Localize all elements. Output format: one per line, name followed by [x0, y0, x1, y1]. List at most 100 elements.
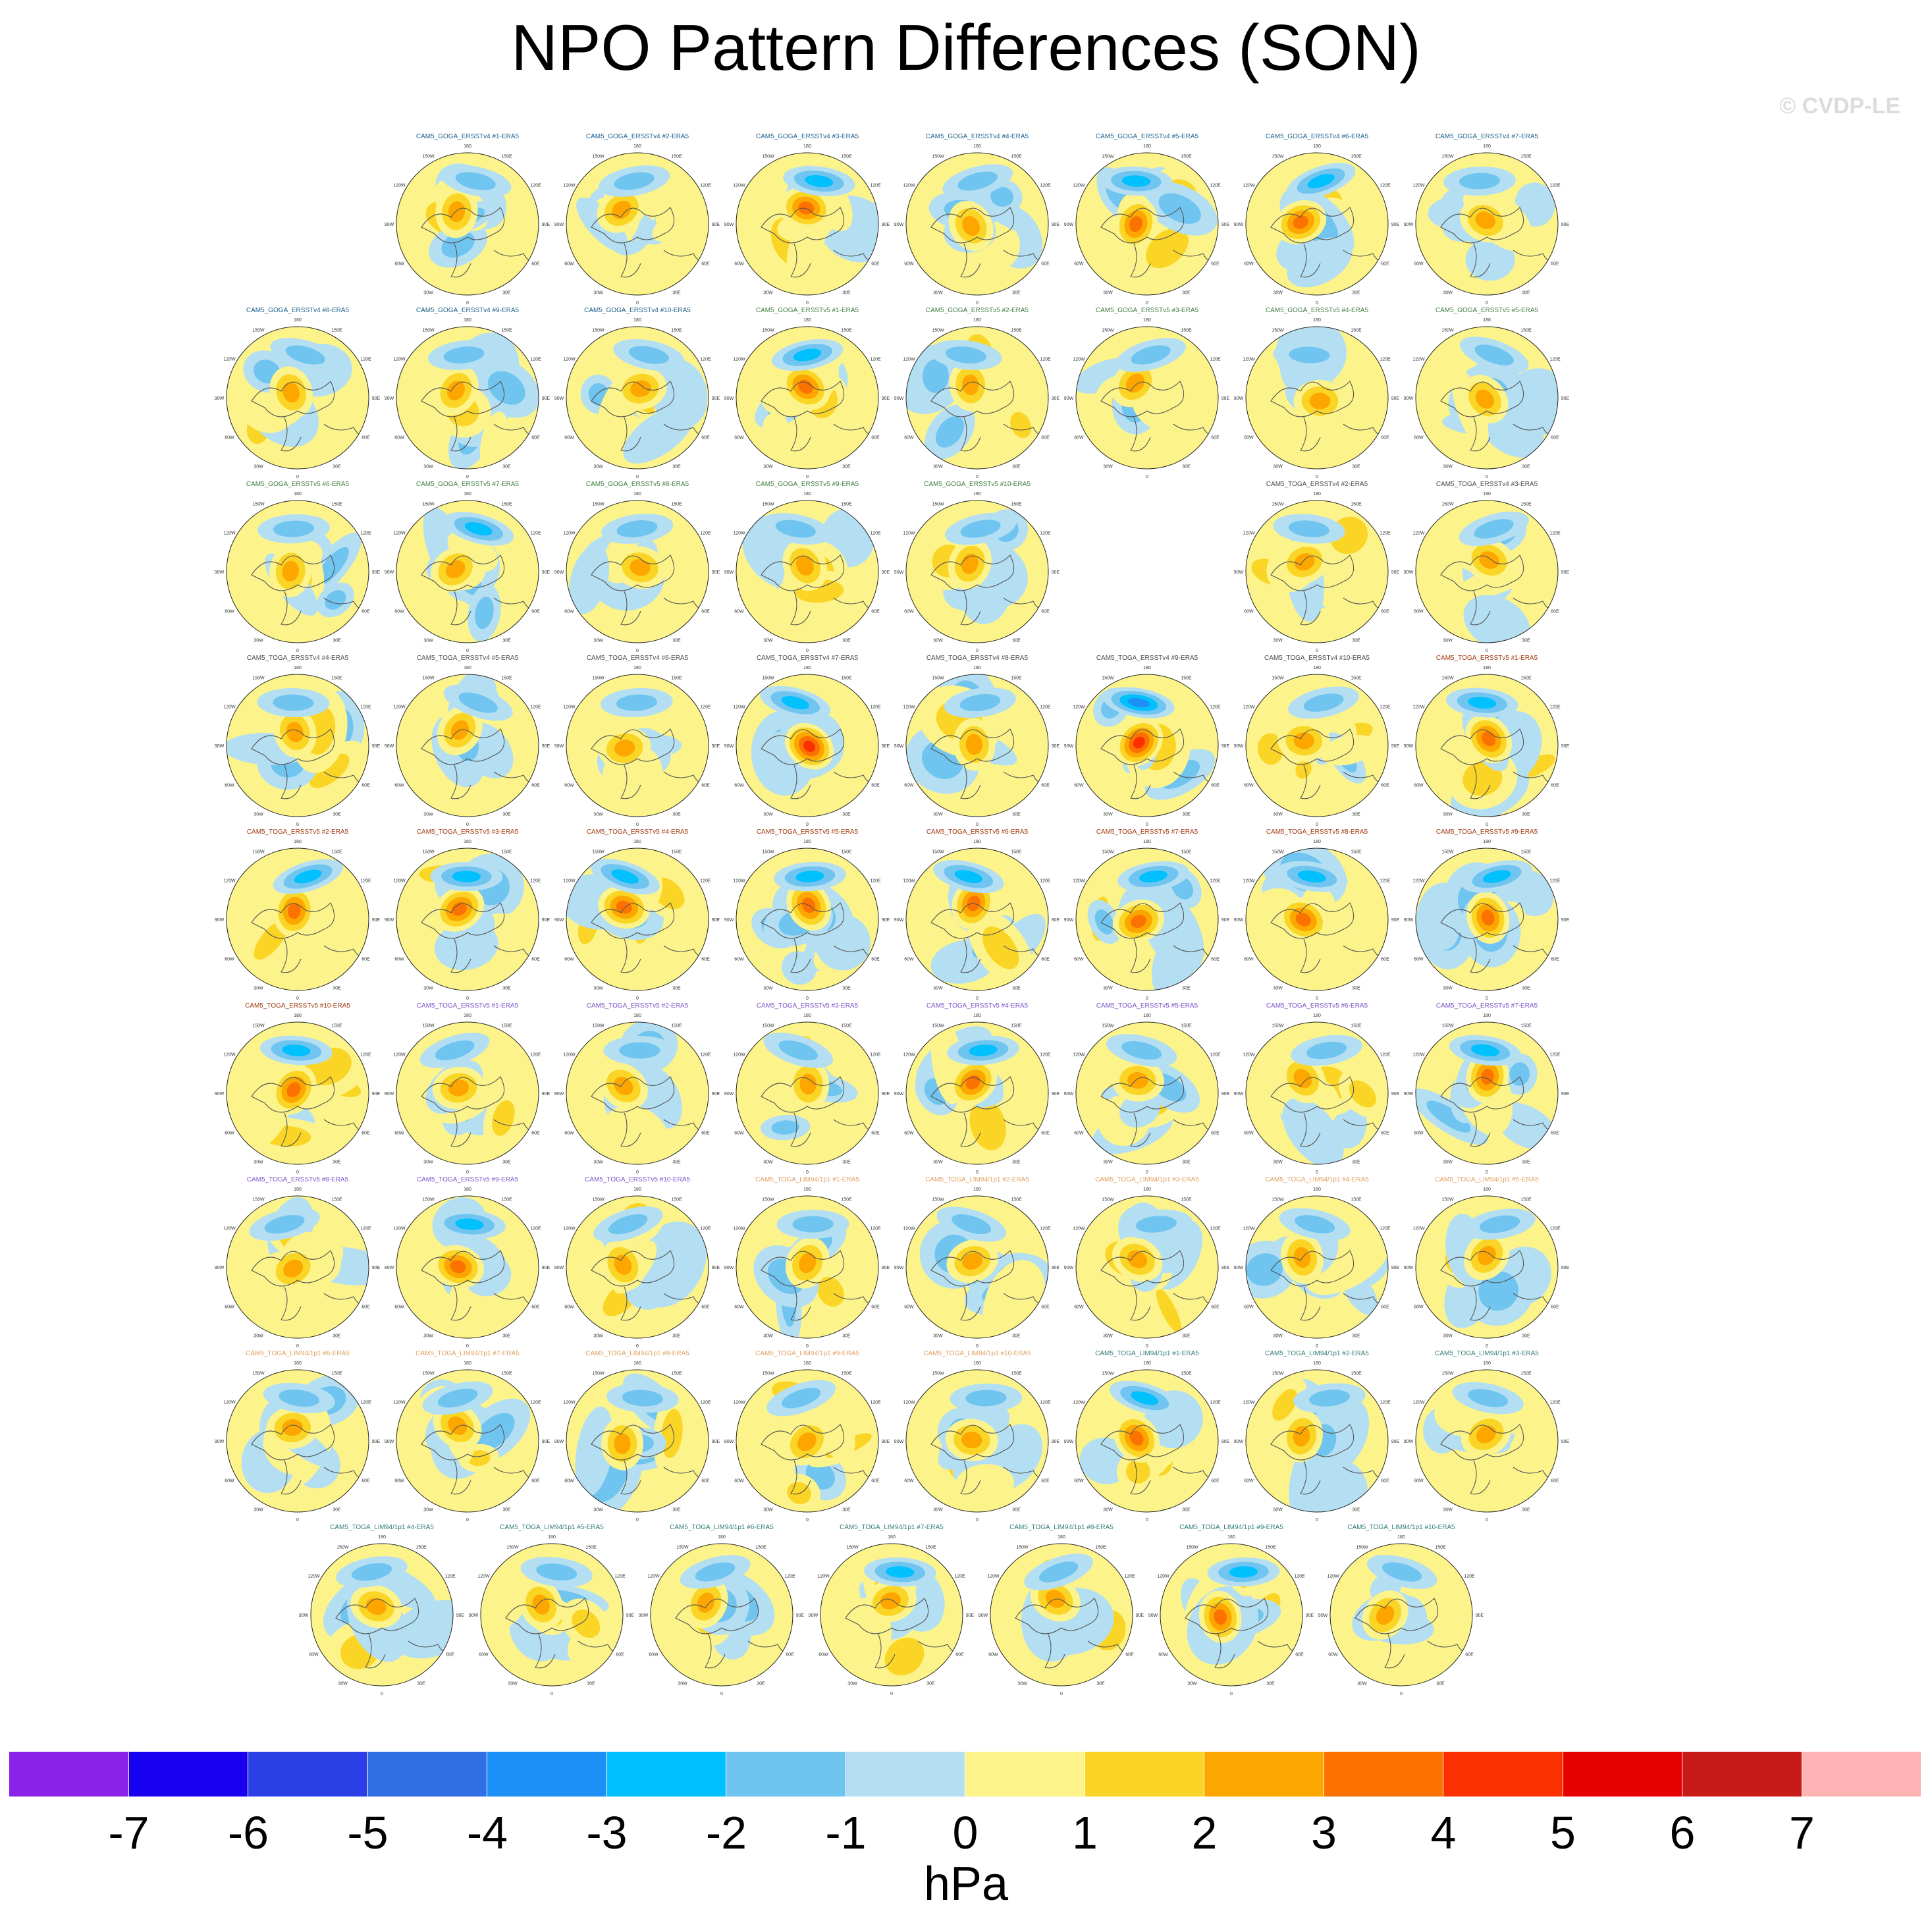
map-panel: CAM5_TOGA_LIM94/1p1 #2-ERA5 180 150W 150E 12…	[892, 1176, 1063, 1349]
positive-anomaly-contour	[884, 1637, 925, 1676]
colorbar-tick-label: -2	[705, 1807, 747, 1858]
colorbar-tick-label: 2	[1191, 1807, 1218, 1858]
panel-label: CAM5_GOGA_ERSSTv4 #4-ERA5	[925, 133, 1029, 140]
polar-map: 180 150W 150E 120W 120E 90W 90E 60W 60E 30W 30E 0	[724, 318, 890, 479]
longitude-label: 150W	[762, 154, 774, 159]
longitude-label: 90W	[1234, 396, 1244, 401]
longitude-label: 180	[1313, 318, 1321, 323]
longitude-label: 120E	[1549, 184, 1561, 188]
negative-anomaly-contour	[1121, 175, 1151, 187]
longitude-label: 30W	[1103, 291, 1113, 296]
longitude-label: 120E	[1380, 705, 1391, 710]
longitude-label: 30E	[333, 1334, 341, 1339]
longitude-label: 180	[803, 1361, 811, 1366]
longitude-label: 60W	[564, 784, 574, 788]
longitude-label: 30E	[333, 1160, 341, 1165]
longitude-label: 120E	[530, 1227, 541, 1231]
longitude-label: 180	[1143, 318, 1151, 323]
longitude-label: 0	[1486, 649, 1488, 653]
panel-label: CAM5_TOGA_LIM94/1p1 #3-ERA5	[1095, 1176, 1199, 1183]
positive-anomaly-contour	[614, 1433, 631, 1454]
negative-anomaly-contour	[455, 1218, 484, 1230]
polar-map: 180 150W 150E 120W 120E 90W 90E 60W 60E 30W 30E 0	[1234, 840, 1400, 1001]
longitude-label: 150W	[1441, 676, 1454, 680]
longitude-label: 150W	[1272, 676, 1284, 680]
polar-map: 180 150W 150E 120W 120E 90W 90E 60W 60E 30W 30E 0	[385, 666, 550, 827]
longitude-label: 150E	[1520, 154, 1532, 159]
panel-label: CAM5_GOGA_ERSSTv4 #9-ERA5	[416, 307, 520, 314]
longitude-label: 30W	[1273, 1334, 1283, 1339]
longitude-label: 0	[1316, 996, 1318, 1001]
map-rim	[566, 848, 709, 991]
longitude-label: 60E	[531, 1131, 540, 1136]
longitude-label: 90E	[542, 918, 550, 923]
longitude-label: 120E	[1380, 184, 1391, 188]
map-rim	[566, 500, 709, 643]
map-panel: CAM5_TOGA_ERSSTv5 #3-ERA5 180 150W 150E 120W…	[722, 1002, 893, 1175]
polar-map: 180 150W 150E 120W 120E 90W 90E 60W 60E 30W 30E 0	[215, 1361, 381, 1523]
longitude-label: 120W	[1157, 1575, 1169, 1579]
longitude-label: 30W	[254, 465, 263, 470]
map-panel: CAM5_GOGA_ERSSTv5 #7-ERA5 180 150W 150E 120W…	[382, 481, 553, 653]
longitude-label: 90E	[882, 1266, 890, 1270]
positive-anomaly-contour	[969, 1099, 1006, 1150]
longitude-label: 90W	[1404, 918, 1414, 923]
longitude-label: 60E	[1041, 262, 1050, 267]
longitude-label: 60E	[701, 610, 710, 614]
longitude-label: 90E	[1052, 396, 1060, 401]
positive-anomaly-contour	[982, 926, 1019, 969]
panel-label: CAM5_GOGA_ERSSTv5 #3-ERA5	[1095, 307, 1199, 314]
map-rim	[736, 326, 879, 470]
negative-anomaly-contour	[795, 871, 824, 882]
longitude-label: 150W	[592, 1023, 604, 1028]
map-panel: CAM5_GOGA_ERSSTv5 #9-ERA5 180 150W 150E 120W…	[722, 481, 893, 653]
longitude-label: 120W	[563, 358, 576, 362]
longitude-label: 60W	[904, 262, 914, 267]
longitude-label: 180	[1483, 1187, 1491, 1192]
map-rim	[566, 326, 709, 470]
longitude-label: 90E	[1052, 1266, 1060, 1270]
longitude-label: 0	[1486, 475, 1488, 479]
longitude-label: 90E	[1052, 1440, 1060, 1444]
longitude-label: 120E	[1040, 1227, 1051, 1231]
longitude-label: 90E	[1561, 1266, 1570, 1270]
longitude-label: 60W	[564, 1131, 574, 1136]
longitude-label: 90W	[1318, 1613, 1328, 1618]
positive-anomaly-contour	[661, 1409, 683, 1458]
map-rim	[1075, 674, 1219, 817]
map-rim	[1415, 152, 1559, 296]
polar-map: 180 150W 150E 120W 120E 90W 90E 60W 60E 30W 30E 0	[1404, 1187, 1570, 1349]
longitude-label: 60E	[531, 436, 540, 441]
positive-anomaly-contour	[1127, 1250, 1148, 1268]
longitude-label: 60W	[394, 1131, 404, 1136]
map-panel: CAM5_TOGA_ERSSTv4 #9-ERA5 180 150W 150E 120W…	[1061, 655, 1233, 827]
longitude-label: 0	[296, 1518, 299, 1523]
colorbar-tick-label: 4	[1430, 1807, 1457, 1858]
longitude-label: 30E	[1352, 639, 1360, 643]
longitude-label: 90E	[1561, 223, 1570, 227]
longitude-label: 90E	[1221, 396, 1230, 401]
longitude-label: 60E	[1211, 436, 1220, 441]
longitude-label: 60E	[871, 958, 880, 962]
longitude-label: 0	[976, 1518, 979, 1523]
longitude-label: 180	[973, 840, 981, 844]
longitude-label: 30W	[254, 813, 263, 817]
longitude-label: 60E	[871, 784, 880, 788]
longitude-label: 60W	[1328, 1653, 1338, 1658]
polar-map: 180 150W 150E 120W 120E 90W 90E 60W 60E 30W 30E 0	[724, 666, 890, 827]
longitude-label: 150W	[1102, 1197, 1114, 1202]
longitude-label: 180	[548, 1535, 556, 1540]
map-panel: CAM5_GOGA_ERSSTv5 #1-ERA5 180 150W 150E 120W…	[722, 307, 893, 479]
longitude-label: 60E	[1211, 262, 1220, 267]
longitude-label: 30W	[933, 291, 943, 296]
longitude-label: 120W	[1243, 184, 1255, 188]
longitude-label: 60E	[1551, 1479, 1559, 1484]
map-panel: CAM5_GOGA_ERSSTv5 #3-ERA5 180 150W 150E 120W…	[1061, 307, 1233, 479]
longitude-label: 150W	[1441, 1197, 1454, 1202]
negative-anomaly-contour	[1295, 1215, 1335, 1233]
longitude-label: 60E	[1125, 1653, 1134, 1658]
longitude-label: 180	[1313, 666, 1321, 670]
longitude-label: 30W	[593, 1160, 603, 1165]
longitude-label: 0	[976, 301, 979, 306]
negative-anomaly-contour	[569, 545, 610, 614]
